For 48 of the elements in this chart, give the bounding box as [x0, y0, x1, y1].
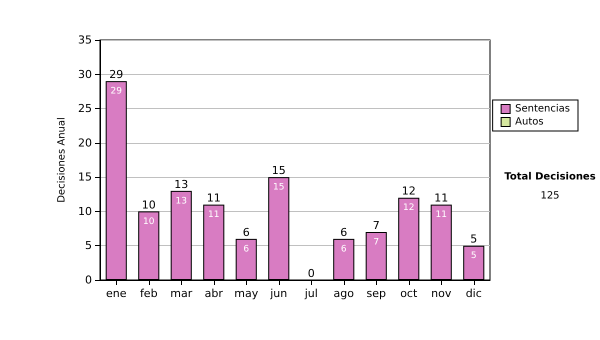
total-label: 5 [470, 232, 478, 246]
total-label: 13 [174, 178, 188, 191]
x-tick-label: ene [106, 287, 127, 300]
data-label: 15 [273, 182, 284, 193]
data-label: 12 [403, 203, 414, 214]
data-label: 6 [243, 244, 250, 254]
x-tick-label: jul [304, 287, 318, 300]
y-axis-title: Decisiones Anual [56, 117, 68, 203]
y-tick-label: 15 [78, 170, 92, 184]
data-label: 5 [470, 251, 477, 262]
total-label: 11 [434, 192, 448, 205]
total-label: 11 [206, 192, 221, 205]
total-label: 6 [340, 226, 348, 239]
total-label: 10 [142, 198, 156, 212]
y-tick-label: 30 [78, 68, 92, 81]
x-tick-label: mar [170, 287, 193, 300]
total-label: 15 [272, 164, 286, 178]
y-tick-label: 25 [78, 102, 92, 116]
data-label: 11 [436, 210, 447, 220]
x-tick-label: dic [466, 287, 482, 300]
x-tick-label: nov [431, 287, 452, 300]
x-tick-label: abr [204, 287, 224, 300]
total-label: 0 [308, 267, 315, 280]
total-label: 29 [109, 68, 124, 82]
legend-label: Autos [515, 116, 544, 128]
x-tick-label: jun [269, 287, 288, 300]
x-tick-label: sep [366, 287, 386, 300]
y-tick-label: 5 [85, 239, 92, 252]
total-label: 12 [402, 184, 416, 198]
text: Total Decisiones [504, 172, 596, 182]
y-tick-label: 20 [78, 136, 92, 150]
data-label: 29 [110, 86, 122, 97]
total-label: 6 [242, 226, 250, 239]
y-tick-label: 0 [85, 274, 92, 286]
data-label: 7 [373, 238, 380, 248]
text: 125 [540, 190, 560, 202]
data-label: 10 [143, 216, 155, 227]
data-label: 11 [208, 210, 220, 220]
data-label: 6 [340, 244, 347, 254]
x-tick-label: feb [140, 287, 158, 300]
x-tick-label: may [234, 287, 259, 300]
y-tick-label: 35 [78, 34, 92, 46]
x-tick-label: oct [400, 287, 418, 300]
data-label: 13 [176, 196, 187, 206]
x-tick-label: ago [334, 287, 354, 300]
legend-label: Sentencias [515, 104, 570, 114]
y-tick-label: 10 [78, 204, 92, 218]
total-label: 7 [372, 219, 380, 232]
